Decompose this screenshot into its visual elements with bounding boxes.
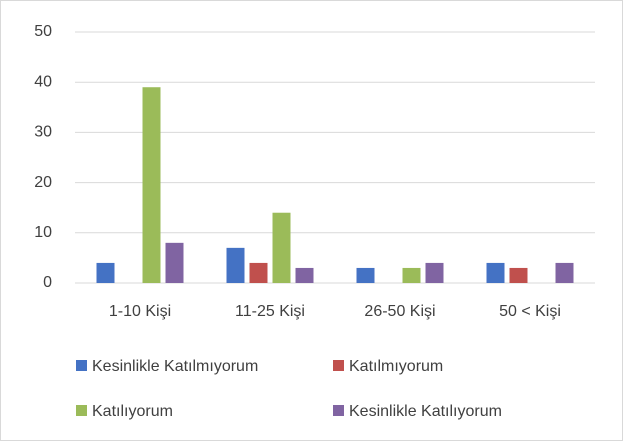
y-tick-label: 20 [34, 174, 52, 191]
bar [425, 262, 444, 283]
bar [165, 242, 184, 283]
bar [226, 247, 245, 283]
x-tick-label: 26-50 Kişi [364, 303, 435, 320]
bar [486, 262, 505, 283]
bar [96, 262, 115, 283]
bar [142, 87, 161, 283]
legend-swatch [76, 405, 87, 416]
legend-swatch [76, 360, 87, 371]
y-tick-label: 50 [34, 23, 52, 40]
y-tick-label: 10 [34, 224, 52, 241]
bar [509, 267, 528, 283]
bar [249, 262, 268, 283]
y-tick-label: 40 [34, 73, 52, 90]
x-tick-label: 1-10 Kişi [109, 303, 171, 320]
legend-swatch [333, 360, 344, 371]
y-tick-label: 30 [34, 124, 52, 141]
legend-label: Kesinlikle Katılıyorum [349, 403, 502, 420]
legend-label: Katılmıyorum [349, 358, 443, 375]
bar [402, 267, 421, 283]
x-tick-label: 50 < Kişi [499, 303, 561, 320]
legend-swatch [333, 405, 344, 416]
bar [272, 212, 291, 283]
y-tick-label: 0 [43, 274, 52, 291]
legend-label: Katılıyorum [92, 403, 173, 420]
legend-label: Kesinlikle Katılmıyorum [92, 358, 258, 375]
bar [356, 267, 375, 283]
bar [295, 267, 314, 283]
x-tick-label: 11-25 Kişi [235, 303, 305, 320]
bar [555, 262, 574, 283]
